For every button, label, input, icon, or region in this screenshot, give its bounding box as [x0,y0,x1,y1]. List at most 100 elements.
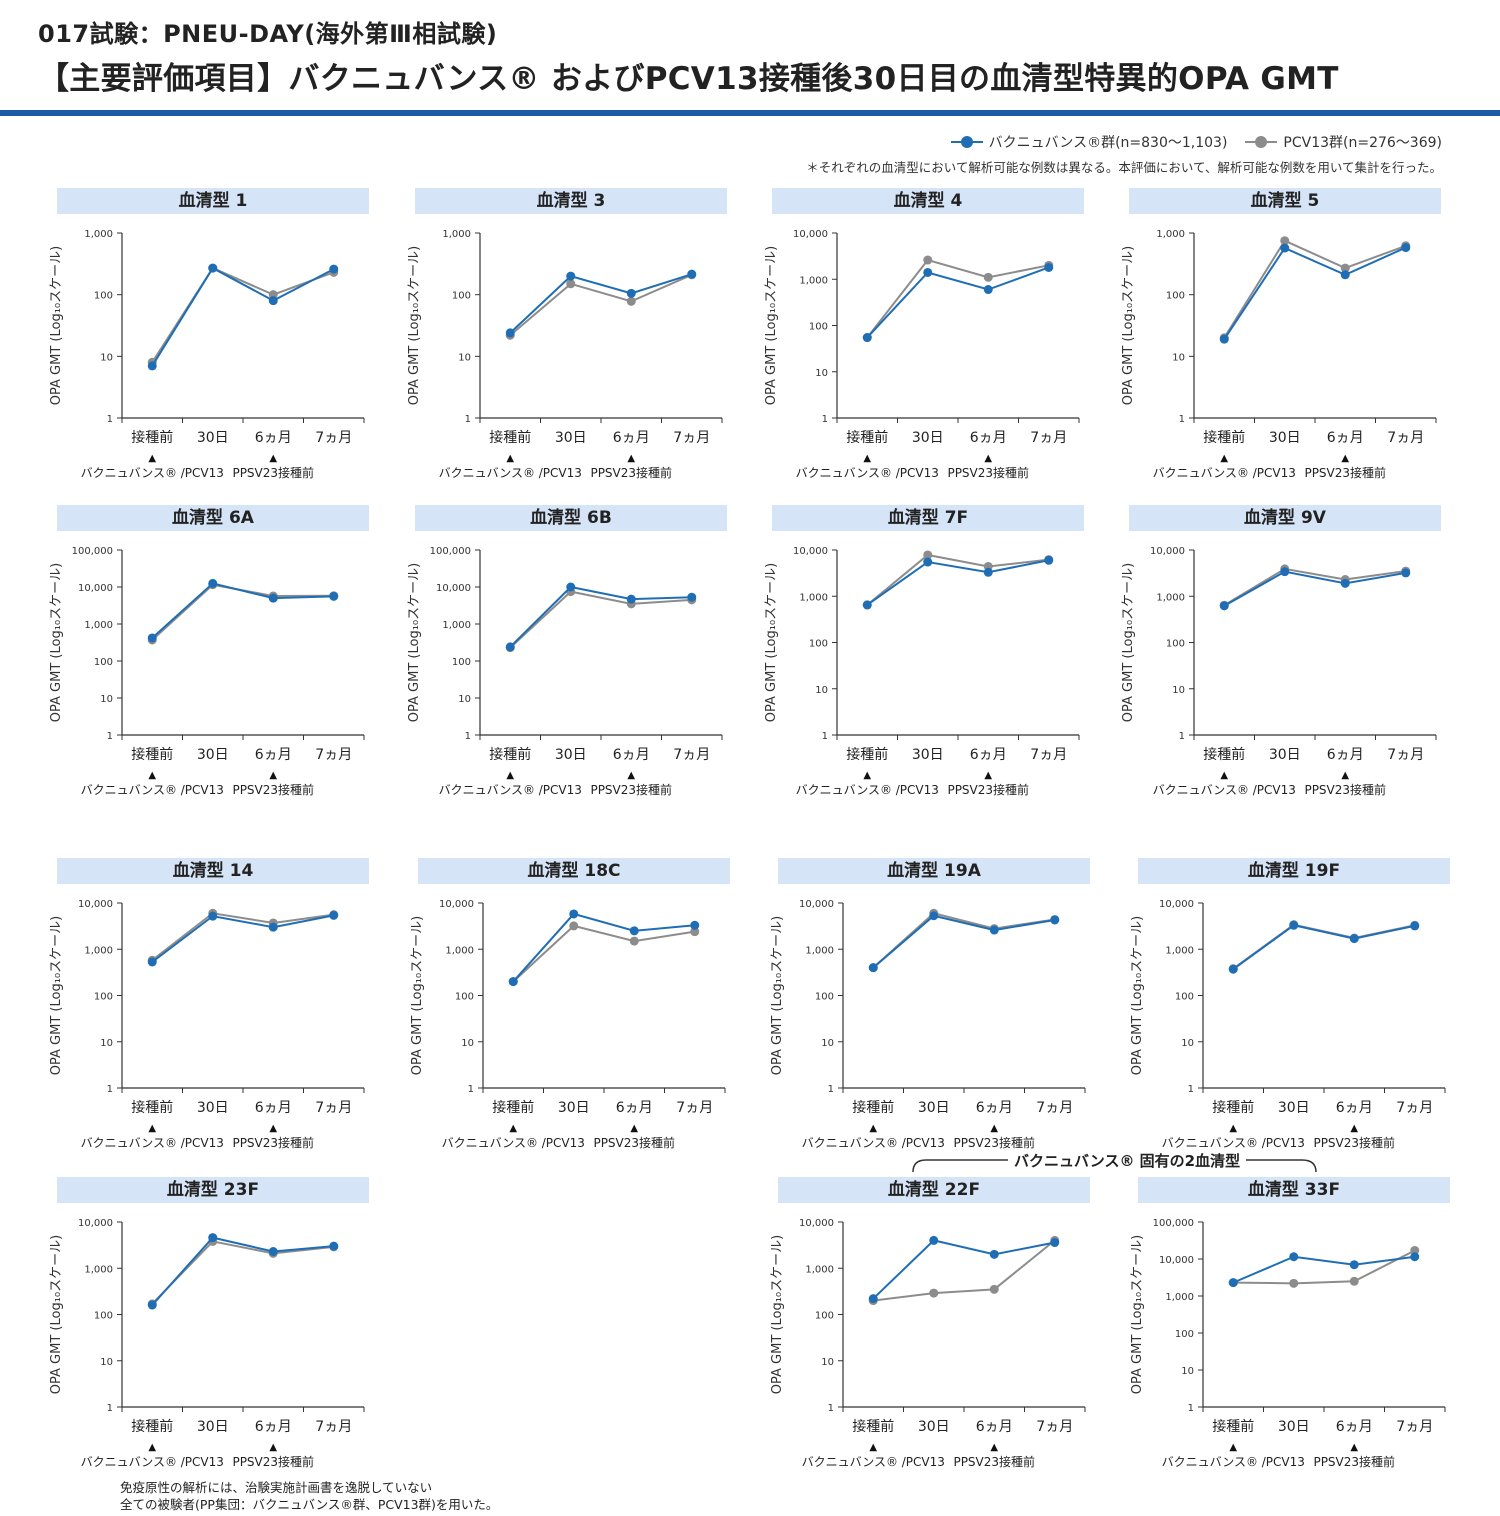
data-point-vaxneuvance [1410,921,1420,931]
y-axis-label: OPA GMT (Log₁₀スケール) [1130,916,1145,1075]
y-axis-label: OPA GMT (Log₁₀スケール) [49,563,64,722]
data-point-vaxneuvance [1349,934,1359,944]
series-line-vaxneuvance [509,585,692,648]
x-tick-label: 6ヵ月 [1336,1100,1373,1116]
y-tick-label: 1 [828,1403,834,1414]
x-tick-label: 30日 [197,430,229,446]
chart-svg: OPA GMT (Log₁₀スケール) 1 10 100 1,000 10,000 接種前 3… [770,899,1086,1150]
dose-label: バクニュバンス® /PCV13 [81,466,224,480]
x-tick-label: 7ヵ月 [1396,1419,1433,1435]
x-tick-label: 30日 [1278,1100,1310,1116]
x-tick-label: 7ヵ月 [673,747,710,763]
chart-title: 血清型 3 [415,188,727,214]
x-tick-label: 7ヵ月 [315,1100,352,1116]
x-tick-label: 接種前 [846,746,888,763]
x-tick-label: 30日 [918,1100,950,1116]
y-axis-label: OPA GMT (Log₁₀スケール) [764,246,779,405]
series-line-vaxneuvance [151,582,334,639]
x-tick-label: 7ヵ月 [1030,747,1067,763]
legend-label-vaxneuvance: バクニュバンス®群(n=830～1,103) [988,135,1228,151]
ppsv23-label: PPSV23接種前 [590,465,672,480]
x-tick-label: 6ヵ月 [1327,747,1364,763]
series-line-pcv13 [151,1240,334,1305]
data-point-vaxneuvance [1280,567,1290,577]
y-tick-label: 10 [821,1038,834,1049]
y-tick-label: 10 [1181,1038,1194,1049]
series-line-pcv13 [1233,1249,1416,1285]
y-axis-label: OPA GMT (Log₁₀スケール) [1130,1235,1145,1394]
y-tick-label: 10,000 [78,899,113,910]
data-point-vaxneuvance [268,1247,278,1257]
footnote-line: 全ての被験者(PP集団：バクニュバンス®群、PCV13群)を用いた。 [120,1497,499,1512]
x-tick-label: 6ヵ月 [255,1419,292,1435]
chart-svg: OPA GMT (Log₁₀スケール) 1 10 100 1,000 10,000 接種前 3… [764,229,1080,480]
dose-label: バクニュバンス® /PCV13 [439,783,582,797]
data-point-vaxneuvance [329,264,339,274]
triangle-marker-icon: ▲ [869,1442,877,1453]
footnote-line: 免疫原性の解析には、治験実施計画書を逸脱していない [120,1480,433,1495]
y-tick-label: 10 [821,1357,834,1368]
y-axis-label: OPA GMT (Log₁₀スケール) [407,563,422,722]
series-line-vaxneuvance [1232,924,1415,971]
triangle-marker-icon: ▲ [869,1123,877,1134]
x-tick-label: 6ヵ月 [255,747,292,763]
chart-svg: OPA GMT (Log₁₀スケール) 1 10 100 1,000 10,000 接種前 3… [49,1218,365,1469]
dose-label: バクニュバンス® /PCV13 [81,1136,224,1150]
data-point-pcv13 [629,936,639,946]
series-line-pcv13 [873,1239,1056,1302]
x-tick-label: 7ヵ月 [1036,1100,1073,1116]
x-tick-label: 7ヵ月 [673,430,710,446]
y-tick-label: 100,000 [1153,1218,1194,1229]
data-point-vaxneuvance [868,963,878,973]
header-rule [0,110,1500,116]
data-point-vaxneuvance [868,1294,878,1304]
series-line-vaxneuvance [1232,1255,1415,1284]
legend-label-pcv13: PCV13群(n=276～369) [1283,135,1442,151]
x-tick-label: 接種前 [131,1099,173,1116]
y-tick-label: 1 [1188,1403,1194,1414]
x-tick-label: 接種前 [489,429,531,446]
x-tick-label: 7ヵ月 [676,1100,713,1116]
chart-panel: 血清型 3 OPA GMT (Log₁₀スケール) 1 10 100 1,000 接種前 30… [400,188,730,498]
dose-label: バクニュバンス® /PCV13 [796,783,939,797]
x-tick-label: 6ヵ月 [613,430,650,446]
y-tick-label: 1 [107,731,113,742]
data-point-vaxneuvance [1401,243,1411,253]
x-tick-label: 7ヵ月 [315,1419,352,1435]
y-tick-label: 1,000 [445,945,474,956]
chart-title: 血清型 22F [778,1177,1090,1203]
dose-label: バクニュバンス® /PCV13 [81,1455,224,1469]
triangle-marker-icon: ▲ [627,770,635,781]
y-tick-label: 1 [107,1084,113,1095]
legend-line-dot-icon [1245,135,1278,149]
data-point-vaxneuvance [1050,915,1060,925]
series-line-pcv13 [151,912,334,961]
chart-svg: OPA GMT (Log₁₀スケール) 1 10 100 1,000 10,000 接種前 3… [49,899,365,1150]
triangle-marker-icon: ▲ [627,453,635,464]
y-tick-label: 10,000 [793,229,828,240]
data-point-vaxneuvance [1340,270,1350,280]
chart-panel: 血清型 9V OPA GMT (Log₁₀スケール) 1 10 100 1,000 10,0… [1114,505,1444,815]
data-point-vaxneuvance [1219,601,1229,611]
y-tick-label: 10 [100,1038,113,1049]
y-tick-label: 10 [458,694,471,705]
data-point-vaxneuvance [329,591,339,601]
y-axis-label: OPA GMT (Log₁₀スケール) [407,246,422,405]
data-point-vaxneuvance [1280,243,1290,253]
y-axis-label: OPA GMT (Log₁₀スケール) [1121,246,1136,405]
series-line-vaxneuvance [512,912,695,983]
chart-title: 血清型 5 [1129,188,1441,214]
data-point-vaxneuvance [508,977,518,987]
series-line-pcv13 [512,924,695,983]
x-tick-label: 接種前 [1203,746,1245,763]
y-tick-label: 100 [94,291,113,302]
chart-title: 血清型 6A [57,505,369,531]
data-point-vaxneuvance [1289,1252,1299,1262]
series-line-vaxneuvance [151,1236,334,1306]
data-point-vaxneuvance [329,910,339,920]
ppsv23-label: PPSV23接種前 [947,465,1029,480]
data-point-vaxneuvance [268,296,278,306]
x-tick-label: 7ヵ月 [1387,430,1424,446]
data-point-vaxneuvance [1228,964,1238,974]
data-point-vaxneuvance [208,578,218,588]
